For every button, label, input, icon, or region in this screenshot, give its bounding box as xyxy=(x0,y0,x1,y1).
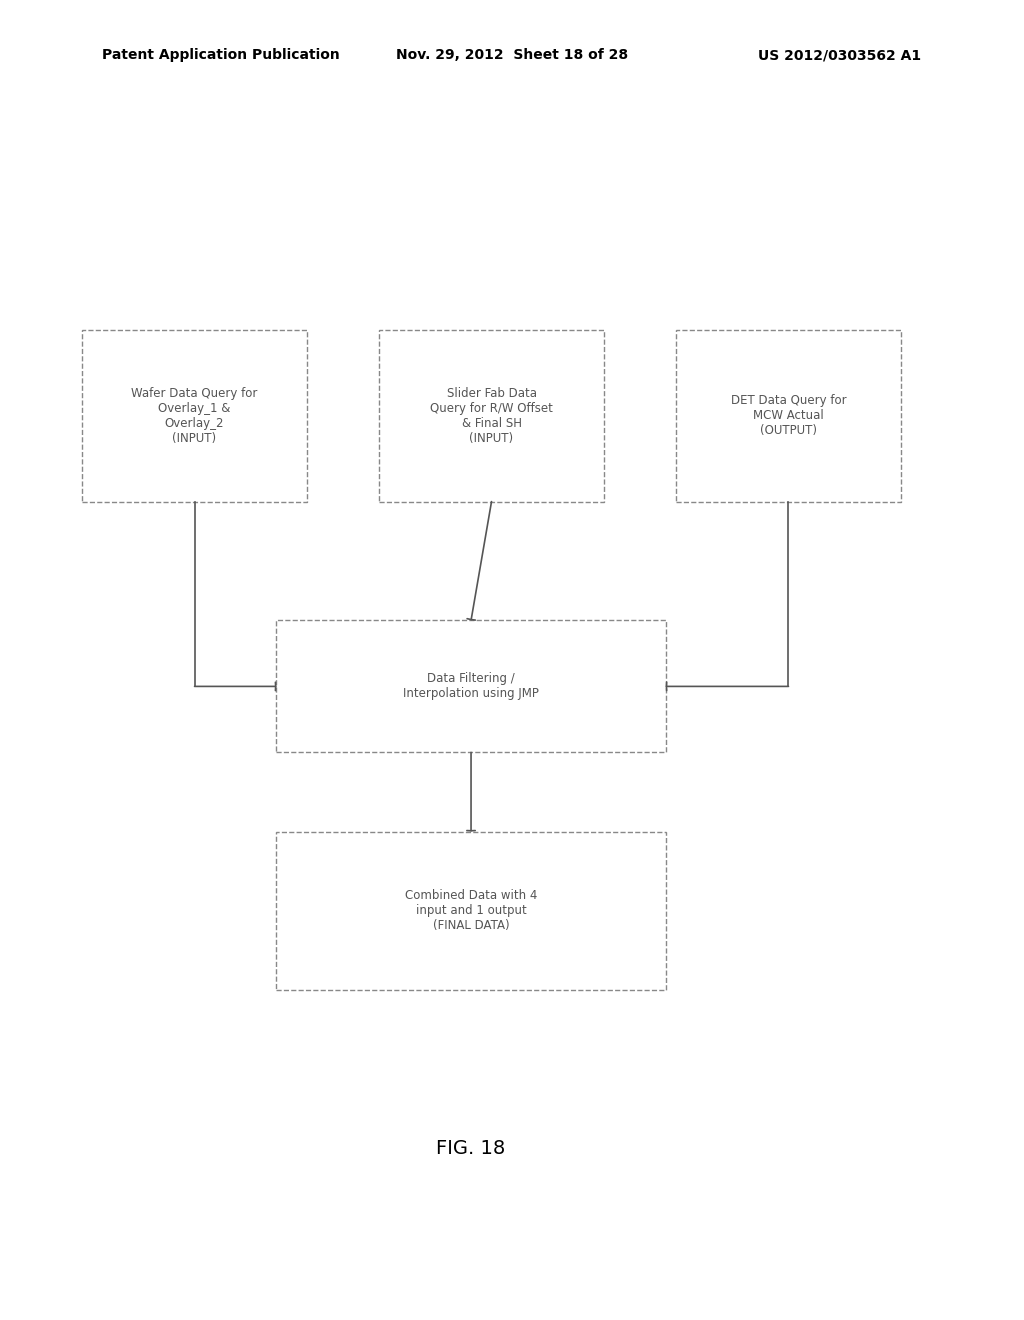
FancyBboxPatch shape xyxy=(82,330,307,502)
Text: Data Filtering /
Interpolation using JMP: Data Filtering / Interpolation using JMP xyxy=(403,672,539,701)
Text: Slider Fab Data
Query for R/W Offset
& Final SH
(INPUT): Slider Fab Data Query for R/W Offset & F… xyxy=(430,387,553,445)
Text: DET Data Query for
MCW Actual
(OUTPUT): DET Data Query for MCW Actual (OUTPUT) xyxy=(731,395,846,437)
FancyBboxPatch shape xyxy=(379,330,604,502)
Text: Combined Data with 4
input and 1 output
(FINAL DATA): Combined Data with 4 input and 1 output … xyxy=(404,890,538,932)
FancyBboxPatch shape xyxy=(276,832,666,990)
Text: Nov. 29, 2012  Sheet 18 of 28: Nov. 29, 2012 Sheet 18 of 28 xyxy=(396,49,628,62)
Text: Wafer Data Query for
Overlay_1 &
Overlay_2
(INPUT): Wafer Data Query for Overlay_1 & Overlay… xyxy=(131,387,258,445)
Text: Patent Application Publication: Patent Application Publication xyxy=(102,49,340,62)
FancyBboxPatch shape xyxy=(676,330,901,502)
FancyBboxPatch shape xyxy=(276,620,666,752)
Text: US 2012/0303562 A1: US 2012/0303562 A1 xyxy=(759,49,922,62)
Text: FIG. 18: FIG. 18 xyxy=(436,1139,506,1158)
